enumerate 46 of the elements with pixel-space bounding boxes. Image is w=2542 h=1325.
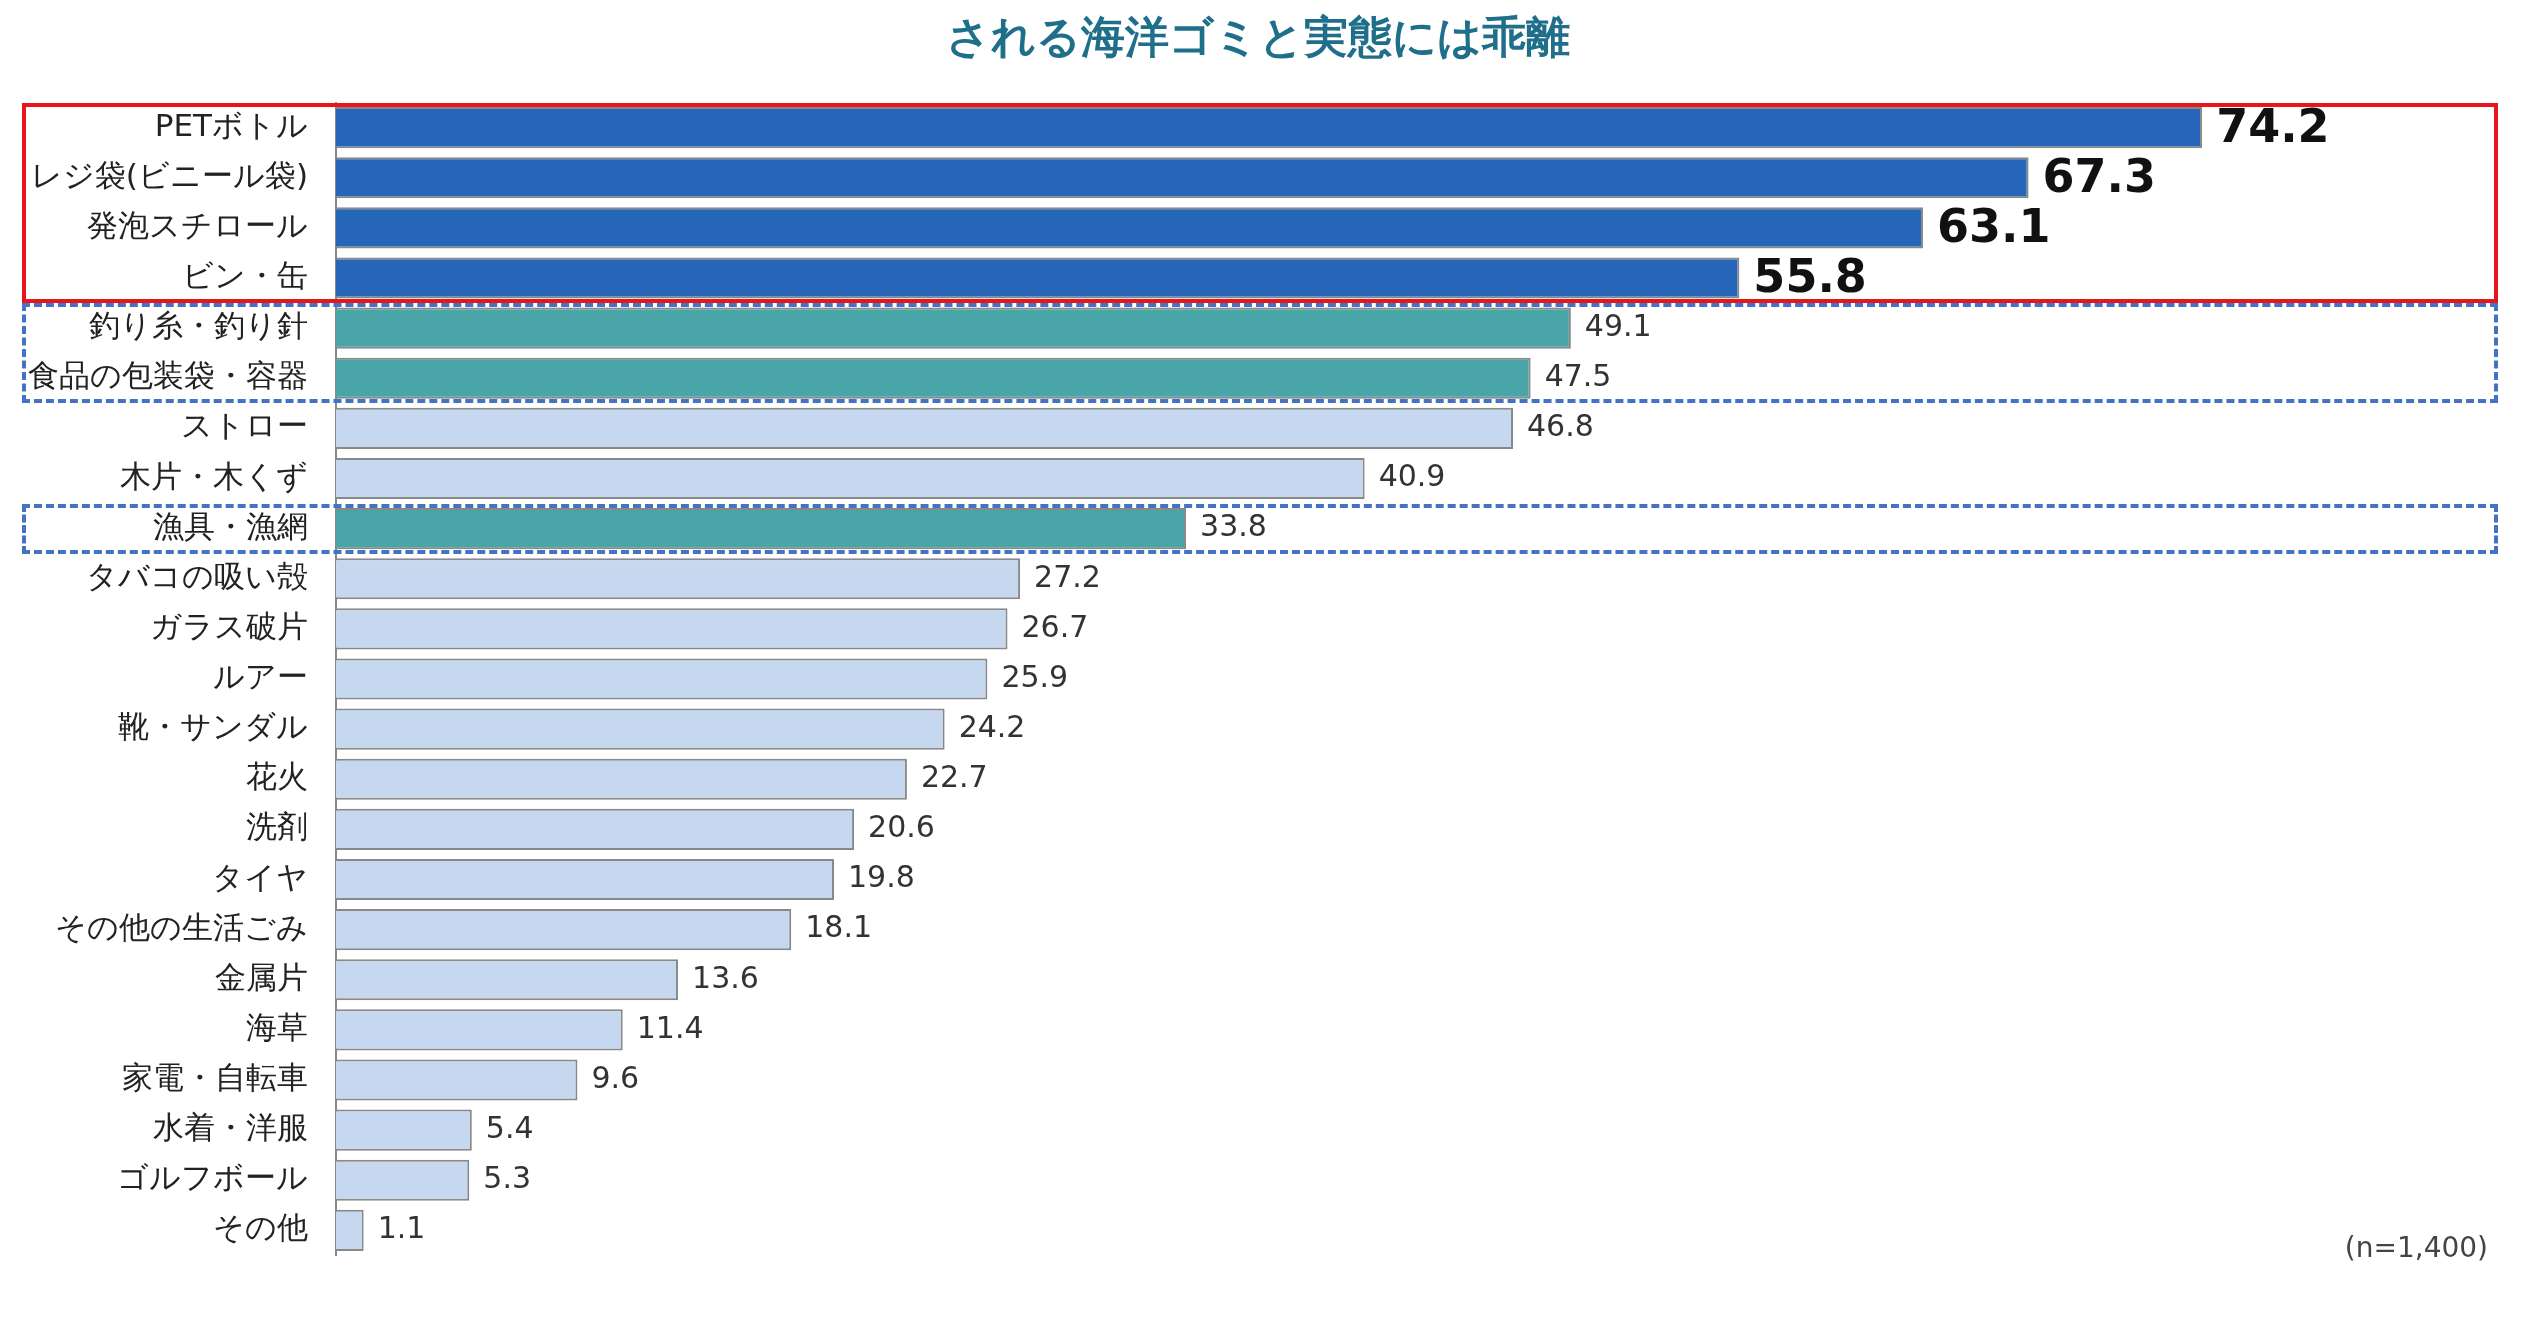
data-label: 5.3 <box>483 1160 532 1196</box>
y-tick-label: 花火 <box>246 758 308 795</box>
y-tick-label: 食品の包装袋・容器 <box>28 357 308 394</box>
y-tick-label: 発泡スチロール <box>87 206 308 243</box>
data-label: 13.6 <box>692 959 759 995</box>
y-tick-label: タバコの吸い殻 <box>86 557 308 594</box>
y-tick-label: 漁具・漁網 <box>153 507 308 544</box>
data-label: 26.7 <box>1021 608 1089 644</box>
y-tick-label: ビン・缶 <box>182 257 308 294</box>
data-label: 40.9 <box>1378 458 1446 494</box>
y-tick-label: その他の生活ごみ <box>55 908 308 945</box>
data-label: 25.9 <box>1001 658 1069 694</box>
data-label: 19.8 <box>847 859 915 895</box>
data-label: 49.1 <box>1584 307 1652 343</box>
y-tick-label: ゴルフボール <box>117 1159 308 1196</box>
data-label: 46.8 <box>1527 408 1594 444</box>
y-tick-label: 靴・サンダル <box>118 708 308 745</box>
data-label: 9.6 <box>591 1059 640 1095</box>
y-tick-label: ストロー <box>181 407 308 444</box>
y-tick-label: 金属片 <box>215 958 308 995</box>
data-label: 1.1 <box>377 1210 426 1246</box>
data-label: 24.2 <box>958 708 1026 744</box>
y-tick-label: 洗剤 <box>246 808 308 845</box>
y-tick-label: 水着・洋服 <box>153 1109 308 1146</box>
data-label: 22.7 <box>920 759 988 795</box>
y-tick-label: ガラス破片 <box>150 607 308 644</box>
chart-title: される海洋ゴミと実態には乖離 <box>945 10 1571 64</box>
y-tick-label: PETボトル <box>154 106 308 143</box>
data-label: 27.2 <box>1034 558 1101 594</box>
text: (n=1,400) <box>2344 1231 2488 1264</box>
y-tick-label: タイヤ <box>212 858 308 895</box>
data-label: 11.4 <box>636 1009 704 1045</box>
data-label: 20.6 <box>868 809 935 845</box>
data-label: 5.4 <box>485 1109 534 1145</box>
y-tick-label: 木片・木くず <box>120 457 308 494</box>
data-label: 33.8 <box>1200 508 1267 544</box>
y-tick-label: その他 <box>213 1209 308 1246</box>
y-tick-label: 釣り糸・釣り針 <box>89 307 308 344</box>
data-label: 55.8 <box>1753 248 1867 303</box>
data-label: 18.1 <box>805 909 873 945</box>
y-tick-label: 家電・自転車 <box>122 1059 308 1096</box>
y-tick-label: 海草 <box>246 1008 308 1045</box>
data-label: 74.2 <box>2216 98 2330 153</box>
y-tick-label: レジ袋(ビニール袋) <box>30 156 308 193</box>
data-label: 47.5 <box>1544 358 1612 394</box>
y-tick-label: ルアー <box>213 658 308 695</box>
